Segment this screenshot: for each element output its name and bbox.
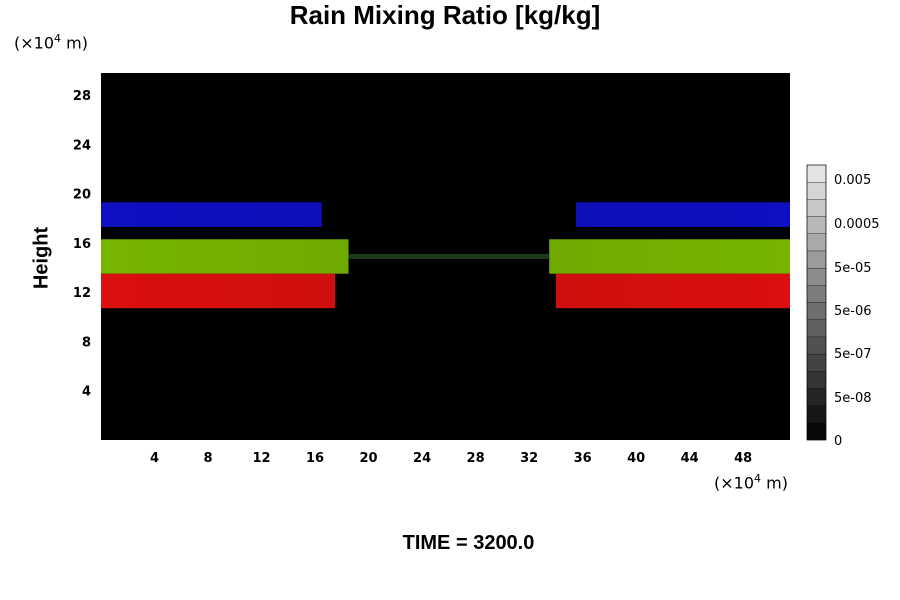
colorbar-level bbox=[806, 371, 827, 389]
x-tick-label: 40 bbox=[627, 451, 645, 466]
x-tick-label: 44 bbox=[681, 451, 699, 466]
y-tick-label: 16 bbox=[73, 237, 91, 252]
y-tick-label: 28 bbox=[73, 89, 91, 104]
band-left-2 bbox=[101, 273, 336, 309]
y-tick-label: 24 bbox=[73, 138, 91, 153]
colorbar-level bbox=[806, 353, 827, 372]
colorbar-level bbox=[806, 250, 827, 269]
colorbar-level bbox=[806, 199, 827, 217]
colorbar-level bbox=[806, 388, 827, 406]
y-tick-label: 20 bbox=[73, 188, 91, 203]
colorbar-level bbox=[806, 267, 827, 286]
time-label: TIME = 3200.0 bbox=[402, 532, 535, 554]
colorbar-level bbox=[806, 233, 827, 252]
colorbar-level bbox=[806, 405, 827, 423]
x-tick-label: 8 bbox=[204, 451, 213, 466]
colorbar-tick-label: 0.0005 bbox=[834, 217, 880, 232]
y-tick-label: 4 bbox=[82, 385, 91, 400]
colorbar-level bbox=[806, 302, 827, 320]
colorbar-frame bbox=[806, 164, 827, 441]
x-tick-label: 16 bbox=[306, 451, 324, 466]
colorbar-level bbox=[806, 216, 827, 234]
y-tick-label: 12 bbox=[73, 286, 91, 301]
colorbar-level bbox=[806, 164, 827, 183]
band-right-2 bbox=[555, 273, 790, 309]
chart-title: Rain Mixing Ratio [kg/kg] bbox=[289, 0, 601, 30]
colorbar-level bbox=[806, 182, 827, 200]
band-right-0 bbox=[575, 202, 790, 227]
colorbar-level bbox=[806, 319, 827, 338]
colorbar-level bbox=[806, 336, 827, 355]
x-tick-label: 20 bbox=[360, 451, 378, 466]
colorbar-tick-label: 5e-05 bbox=[834, 261, 872, 276]
x-tick-label: 24 bbox=[413, 451, 431, 466]
colorbar-tick-label: 5e-06 bbox=[834, 304, 872, 319]
x-tick-label: 32 bbox=[520, 451, 538, 466]
colorbar-tick-label: 0.005 bbox=[834, 173, 871, 188]
band-right-1 bbox=[549, 239, 790, 274]
band-left-1 bbox=[101, 239, 349, 274]
y-unit-label: (×104 m) bbox=[14, 32, 88, 53]
band-bridge bbox=[348, 254, 550, 259]
colorbar-level bbox=[806, 422, 827, 441]
x-tick-label: 28 bbox=[467, 451, 485, 466]
x-tick-label: 4 bbox=[150, 451, 159, 466]
x-tick-label: 36 bbox=[574, 451, 592, 466]
x-tick-label: 48 bbox=[734, 451, 752, 466]
colorbar-tick-label: 0 bbox=[834, 434, 842, 449]
x-unit-label: (×104 m) bbox=[714, 472, 788, 493]
x-tick-label: 12 bbox=[252, 451, 270, 466]
y-tick-label: 8 bbox=[82, 335, 91, 350]
band-left-0 bbox=[101, 202, 322, 227]
colorbar-tick-label: 5e-08 bbox=[834, 391, 872, 406]
colorbar-tick-label: 5e-07 bbox=[834, 347, 872, 362]
colorbar-level bbox=[806, 285, 827, 303]
